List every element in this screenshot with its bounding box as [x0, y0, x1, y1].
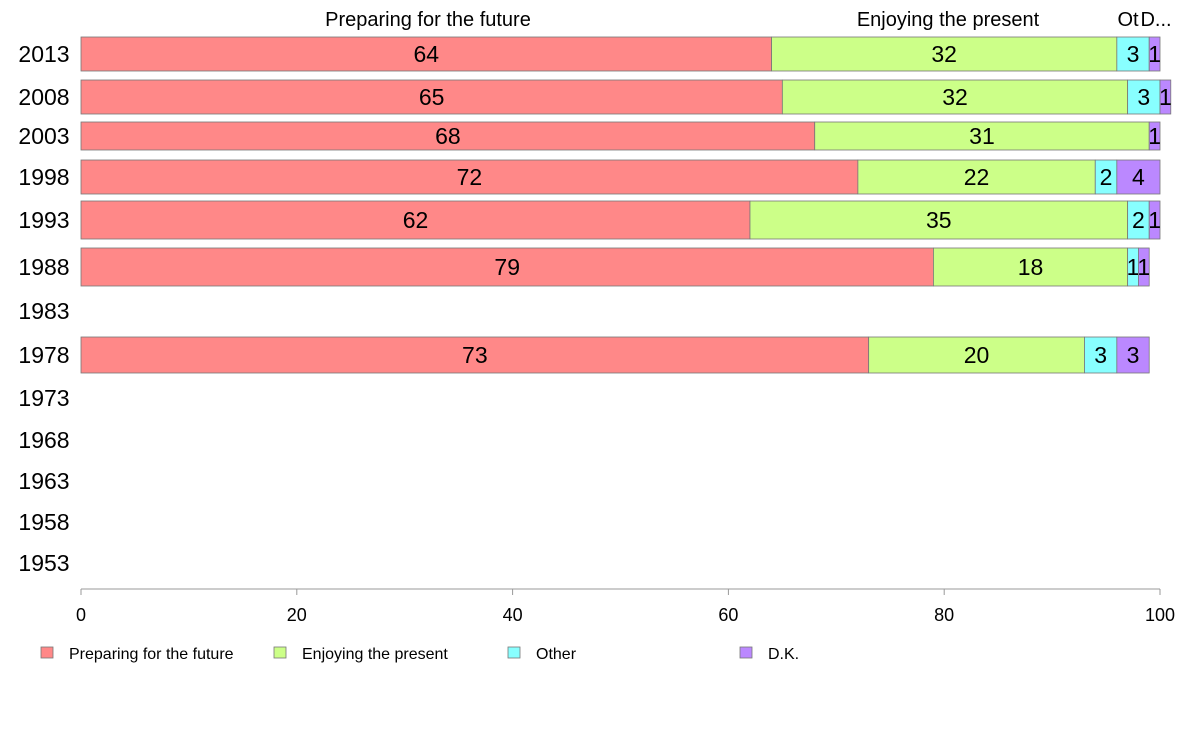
year-label-2003: 2003 — [18, 123, 69, 149]
data-label-enjoying-the-present-1978: 20 — [964, 342, 990, 368]
x-tick-label-100: 100 — [1145, 605, 1175, 625]
bar-segment-enjoying-the-present-1998 — [857, 159, 1096, 195]
bar-segment-d-k-1993 — [1148, 200, 1161, 240]
legend-label-enjoying-the-present: Enjoying the present — [302, 646, 448, 663]
bar-row-2003: 68 31 1 — [80, 121, 1161, 151]
x-tick-label-60: 60 — [718, 605, 738, 625]
bar-row-1988: 79 18 11 — [80, 247, 1150, 287]
year-label-1968: 1968 — [18, 427, 69, 453]
bar-segment-d-k-2013 — [1148, 36, 1161, 72]
x-tick-label-0: 0 — [76, 605, 86, 625]
column-headers: Preparing for the future Enjoying the pre… — [325, 9, 1171, 31]
legend-item-other: Other — [507, 646, 577, 663]
bar-segment-d-k-2003 — [1148, 121, 1161, 151]
bar-segment-d-k-1998 — [1116, 159, 1161, 195]
bar-segment-preparing-for-the-future-1988 — [80, 247, 934, 287]
bar-segment-preparing-for-the-future-1998 — [80, 159, 859, 195]
data-label-other-1993: 2 — [1132, 207, 1145, 233]
data-label-enjoying-the-present-2013: 32 — [931, 41, 957, 67]
data-label-preparing-for-the-future-2003: 68 — [435, 123, 461, 149]
column-header-d: D... — [1140, 9, 1171, 31]
bar-segment-other-2013 — [1116, 36, 1150, 72]
year-label-1958: 1958 — [18, 509, 69, 535]
bar-segment-other-2008 — [1127, 79, 1161, 115]
data-label-enjoying-the-present-2008: 32 — [942, 84, 968, 110]
x-tick-label-80: 80 — [934, 605, 954, 625]
legend-label-preparing-for-the-future: Preparing for the future — [69, 646, 234, 663]
data-label-preparing-for-the-future-1993: 62 — [403, 207, 429, 233]
data-label-enjoying-the-present-1998: 22 — [964, 164, 990, 190]
year-labels: 2013 2008 2003 1998 1993 1988 1983 1978 1973 1968… — [18, 41, 69, 576]
data-label-d-k-2003: 1 — [1148, 123, 1161, 149]
legend-swatch-other — [507, 646, 521, 659]
data-label-d-k-1988: 1 — [1137, 254, 1150, 280]
data-label-d-k-2013: 1 — [1148, 41, 1161, 67]
year-label-1973: 1973 — [18, 385, 69, 411]
data-label-d-k-1978: 3 — [1127, 342, 1140, 368]
legend-swatch-d-k — [739, 646, 753, 659]
legend-item-preparing-for-the-future: Preparing for the future — [40, 646, 234, 663]
legend: Preparing for the future Enjoying the pre… — [40, 646, 799, 663]
data-label-preparing-for-the-future-1978: 73 — [462, 342, 488, 368]
bar-row-2008: 65 32 3 1 — [80, 79, 1172, 115]
bar-segment-enjoying-the-present-1978 — [868, 336, 1085, 374]
year-label-1988: 1988 — [18, 254, 69, 280]
bar-segment-preparing-for-the-future-2003 — [80, 121, 816, 151]
bar-segment-enjoying-the-present-2013 — [771, 36, 1118, 72]
bar-segment-enjoying-the-present-1993 — [749, 200, 1129, 240]
year-label-2013: 2013 — [18, 41, 69, 67]
data-label-other-1978: 3 — [1094, 342, 1107, 368]
data-label-preparing-for-the-future-2008: 65 — [419, 84, 445, 110]
bar-segment-preparing-for-the-future-1978 — [80, 336, 870, 374]
data-label-other-2013: 3 — [1127, 41, 1140, 67]
data-label-d-k-2008: 1 — [1159, 84, 1172, 110]
data-label-other-1988: 1 — [1127, 254, 1140, 280]
year-label-1983: 1983 — [18, 298, 69, 324]
legend-label-d-k: D.K. — [768, 646, 799, 663]
data-label-enjoying-the-present-1993: 35 — [926, 207, 952, 233]
legend-swatch-preparing-for-the-future — [40, 646, 54, 659]
column-header-ot: Ot — [1117, 9, 1139, 31]
column-header-enjoying-the-present: Enjoying the present — [857, 9, 1040, 31]
data-label-d-k-1993: 1 — [1148, 207, 1161, 233]
data-label-preparing-for-the-future-2013: 64 — [413, 41, 439, 67]
year-label-1998: 1998 — [18, 164, 69, 190]
data-label-preparing-for-the-future-1998: 72 — [457, 164, 483, 190]
data-label-enjoying-the-present-2003: 31 — [969, 123, 995, 149]
bar-segment-preparing-for-the-future-2013 — [80, 36, 772, 72]
bar-segment-d-k-2008 — [1159, 79, 1172, 115]
bar-segment-d-k-1988 — [1138, 247, 1150, 287]
bar-row-1978: 73 20 3 3 — [80, 336, 1150, 374]
bar-segment-preparing-for-the-future-1993 — [80, 200, 751, 240]
year-label-1993: 1993 — [18, 207, 69, 233]
data-label-enjoying-the-present-1988: 18 — [1018, 254, 1044, 280]
year-label-1978: 1978 — [18, 342, 69, 368]
year-label-1963: 1963 — [18, 468, 69, 494]
bar-row-2013: 64 32 3 1 — [80, 36, 1161, 72]
year-label-2008: 2008 — [18, 84, 69, 110]
bar-segment-d-k-1978 — [1116, 336, 1150, 374]
bar-row-1998: 72 22 2 4 — [80, 159, 1161, 195]
bar-segment-enjoying-the-present-2003 — [814, 121, 1150, 151]
x-tick-label-20: 20 — [287, 605, 307, 625]
year-label-1953: 1953 — [18, 550, 69, 576]
legend-item-d-k: D.K. — [739, 646, 799, 663]
data-label-d-k-1998: 4 — [1132, 164, 1145, 190]
bar-row-1993: 62 35 2 1 — [80, 200, 1161, 240]
legend-swatch-enjoying-the-present — [273, 646, 287, 659]
column-header-preparing-for-the-future: Preparing for the future — [325, 9, 531, 31]
bar-segment-enjoying-the-present-2008 — [781, 79, 1129, 115]
legend-item-enjoying-the-present: Enjoying the present — [273, 646, 448, 663]
data-label-preparing-for-the-future-1988: 79 — [494, 254, 520, 280]
x-axis: 0 20 40 60 80 100 — [76, 588, 1175, 625]
data-label-other-1998: 2 — [1100, 164, 1113, 190]
data-label-other-2008: 3 — [1137, 84, 1150, 110]
legend-label-other: Other — [536, 646, 577, 663]
x-tick-label-40: 40 — [503, 605, 523, 625]
